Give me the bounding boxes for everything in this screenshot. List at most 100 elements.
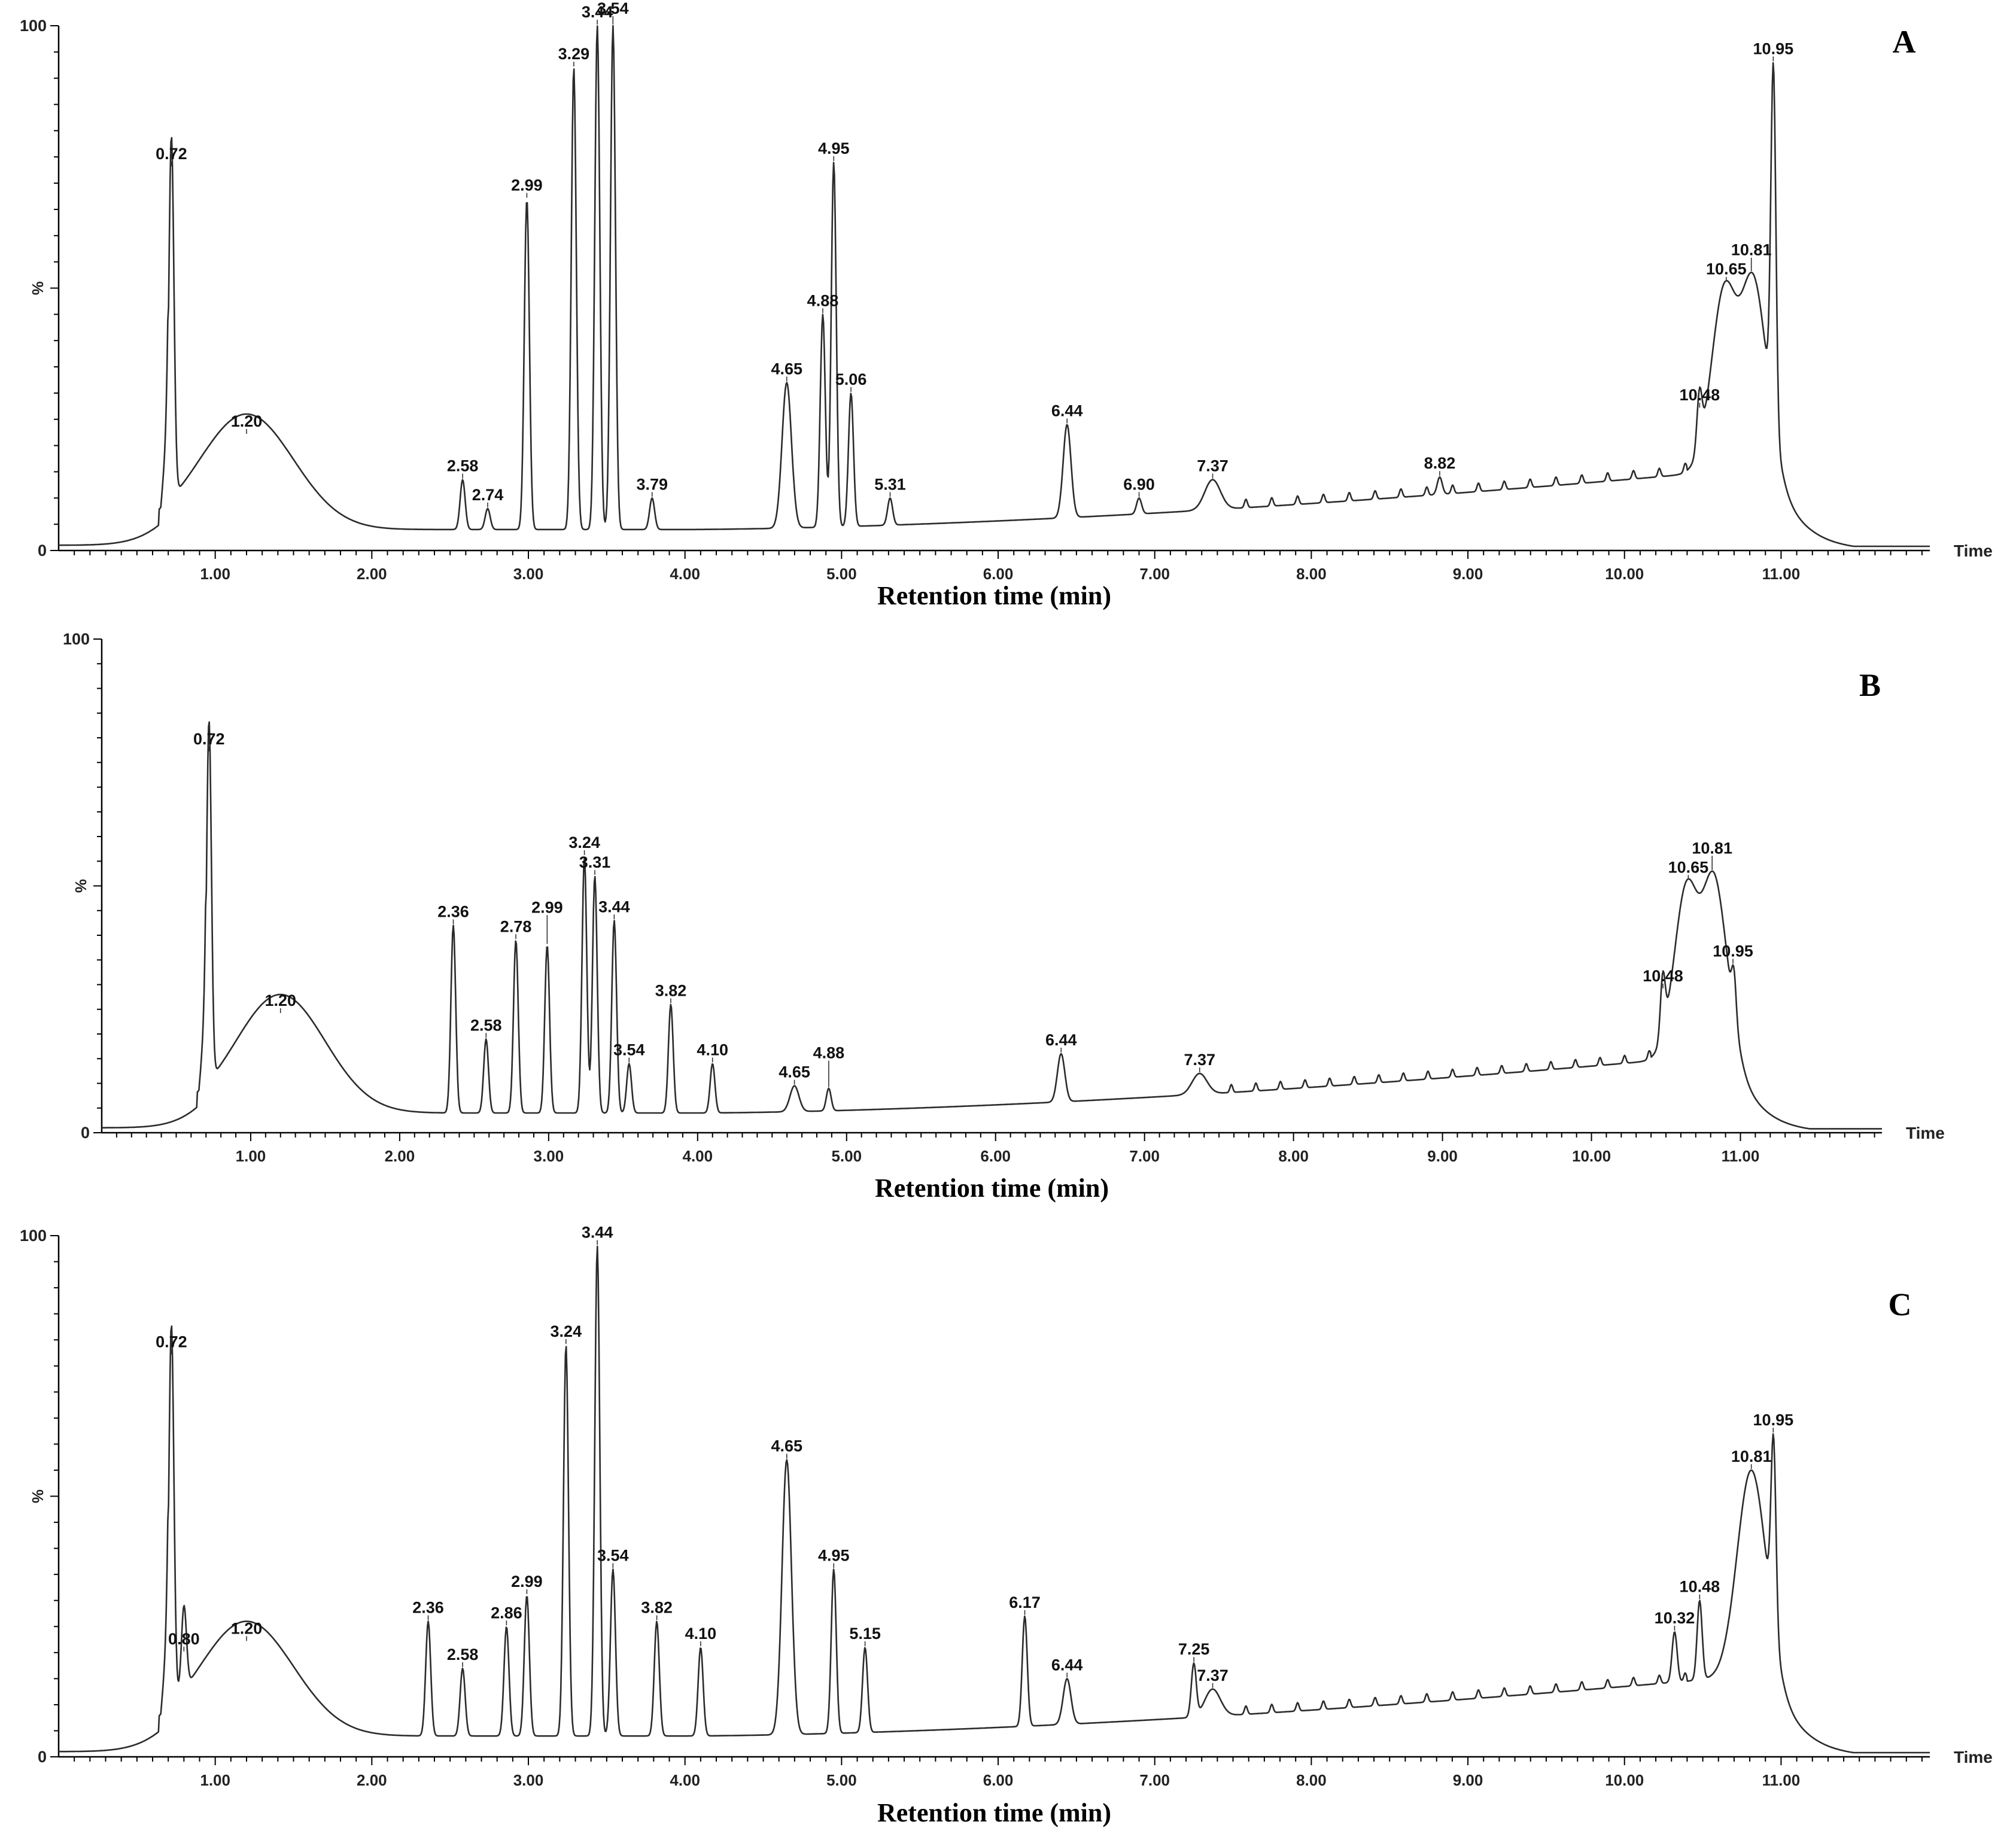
panel-c: 0 100% 1.00 2.00 3.00 4.00 5.00 6.00 7.00 8.00 9.0… [20,1223,1993,1827]
peak-label: 10.32 [1655,1609,1695,1627]
x-tick-label: 2.00 [357,565,387,583]
peak-label: 4.10 [685,1625,717,1643]
peak-label: 4.88 [807,291,839,309]
peak-label: 5.15 [849,1625,881,1643]
peak-label: 3.82 [655,982,687,1000]
y-tick-label: 0 [38,542,47,559]
y-tick-label: 100 [63,630,90,648]
y-tick-label: 100 [20,17,47,35]
peak-label: 1.20 [231,1619,263,1637]
peak-label: 10.48 [1680,386,1720,404]
peak-label: 3.24 [551,1322,582,1340]
peak-label: 3.24 [568,834,600,851]
panel-letter: C [1889,1287,1912,1322]
peak-label: 3.44 [582,1223,613,1241]
x-tick-label: 1.00 [236,1147,266,1165]
peak-label: 2.74 [472,486,504,504]
time-axis-label: Time [1906,1124,1945,1142]
peak-label: 2.99 [511,176,543,194]
peak-label: 5.31 [874,475,906,493]
x-tick-label: 9.00 [1427,1147,1458,1165]
peak-label: 2.86 [491,1604,522,1622]
peak-label: 7.37 [1197,1666,1229,1684]
peak-label: 3.54 [597,1546,629,1564]
y-axis-label: % [29,281,47,295]
peak-label: 2.58 [447,457,479,475]
peak-label: 2.99 [531,898,563,916]
x-tick-label: 10.00 [1572,1147,1611,1165]
x-tick-label: 6.00 [983,1771,1014,1789]
chromatogram-trace [101,721,1883,1130]
peak-label: 4.65 [771,360,803,378]
x-tick-label: 5.00 [826,1771,857,1789]
peak-label: 1.20 [264,992,296,1009]
x-tick-label: 8.00 [1278,1147,1309,1165]
peak-label: 10.95 [1753,1411,1794,1429]
x-tick-label: 5.00 [831,1147,862,1165]
peak-label: 4.65 [771,1437,803,1455]
x-tick-label: 3.00 [534,1147,564,1165]
time-axis-label: Time [1954,542,1993,560]
x-tick-label: 7.00 [1129,1147,1160,1165]
y-axis-label: % [72,879,90,893]
peak-label: 8.82 [1424,454,1456,472]
x-tick-label: 3.00 [513,1771,544,1789]
x-tick-label: 8.00 [1296,1771,1327,1789]
peak-label: 4.10 [697,1041,728,1059]
peak-label: 0.72 [156,1333,187,1351]
x-tick-label: 3.00 [513,565,544,583]
x-tick-label: 7.00 [1139,1771,1170,1789]
peak-label: 3.31 [579,853,611,871]
x-tick-label: 11.00 [1722,1147,1760,1165]
peak-label: 1.20 [231,412,263,430]
y-tick-label: 0 [38,1748,47,1766]
x-tick-label: 10.00 [1605,565,1644,583]
x-tick-label: 10.00 [1605,1771,1644,1789]
x-tick-label: 11.00 [1762,1771,1801,1789]
chromatogram-trace [59,25,1930,548]
x-tick-label: 4.00 [670,1771,700,1789]
peak-label: 10.95 [1713,942,1753,960]
peak-label: 4.95 [818,1546,850,1564]
peak-label: 2.36 [412,1599,444,1617]
x-tick-label: 8.00 [1296,565,1327,583]
peak-label: 7.25 [1178,1640,1210,1658]
peak-label: 10.65 [1668,858,1709,876]
peak-label: 6.17 [1009,1593,1041,1611]
x-tick-label: 9.00 [1453,565,1483,583]
peak-label: 7.37 [1197,457,1229,475]
peak-label: 0.80 [168,1630,200,1648]
x-tick-label: 9.00 [1453,1771,1483,1789]
peak-label: 4.88 [813,1044,845,1062]
peak-label: 10.81 [1731,241,1772,259]
peak-label: 10.48 [1643,967,1683,985]
peak-label: 0.72 [193,730,225,748]
x-tick-label: 11.00 [1762,565,1801,583]
peak-label: 0.72 [156,145,187,163]
peak-label: 2.78 [500,917,532,935]
x-axis-title: Retention time (min) [875,1173,1109,1203]
x-axis-title: Retention time (min) [877,1798,1111,1827]
peak-label: 7.37 [1184,1051,1216,1069]
peak-label: 3.79 [636,475,668,493]
peak-label: 6.44 [1051,402,1083,420]
x-tick-label: 1.00 [200,565,230,583]
peak-label: 2.99 [511,1573,543,1590]
x-axis-title: Retention time (min) [877,581,1111,610]
x-tick-label: 1.00 [200,1771,230,1789]
x-tick-label: 6.00 [983,565,1014,583]
time-axis-label: Time [1954,1748,1993,1766]
x-tick-label: 4.00 [670,565,700,583]
x-tick-label: 5.00 [826,565,857,583]
panel-letter: A [1893,24,1916,60]
peak-label: 3.82 [641,1599,673,1617]
y-axis-label: % [29,1489,47,1503]
peak-label: 3.54 [597,0,629,17]
panel-letter: B [1859,667,1881,703]
x-tick-label: 2.00 [385,1147,415,1165]
peak-label: 4.95 [818,139,850,157]
y-tick-label: 100 [20,1227,47,1245]
x-tick-label: 4.00 [683,1147,713,1165]
peak-label: 5.06 [835,370,867,388]
